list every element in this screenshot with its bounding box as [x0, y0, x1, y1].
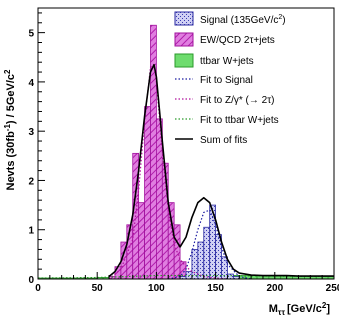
- y-axis-label: Nevts (30fb-1) / 5GeV/c2: [3, 69, 17, 191]
- fit-line-1: [108, 64, 228, 280]
- bar-series-1-bin-18: [144, 106, 151, 280]
- bar-series-1-bin-19: [150, 24, 157, 280]
- plot-frame: [38, 8, 334, 279]
- ticks-layer: 0 50 100 150 200 250 0 1 2 3 4 5: [28, 12, 339, 294]
- bar-series-0-bin-26: [191, 249, 199, 280]
- bar-series-0-bin-28: [203, 226, 211, 280]
- plot-border: [37, 7, 335, 280]
- fit-line-3: [108, 63, 334, 278]
- x-tick-label-3: 150: [207, 283, 224, 294]
- legend-swatch-ttbar: [174, 53, 194, 68]
- x-tick-label-4: 200: [266, 283, 283, 294]
- y-tick-label-5: 5: [28, 29, 34, 40]
- x-tick-label-2: 100: [148, 283, 165, 294]
- bar-series-1-bin-17: [138, 202, 145, 280]
- bar-series-0-bin-32: [227, 273, 234, 280]
- legend-swatch-ewqcd: [174, 32, 194, 47]
- legend-label-ttbar: ttbar W+jets: [200, 56, 254, 67]
- x-tick-label-5: 250: [326, 283, 339, 294]
- bar-series-1-bin-21: [161, 162, 169, 280]
- legend-label-fit-z: Fit to Z/γ* (→ 2τ): [200, 95, 275, 106]
- fit-line-2: [37, 274, 335, 279]
- y-tick-label-0: 0: [28, 275, 34, 286]
- legend-label-sum: Sum of fits: [200, 135, 247, 146]
- plot-area: 0 50 100 150 200 250 0 1 2 3 4 5: [28, 7, 339, 294]
- x-tick-label-0: 0: [35, 283, 41, 294]
- legend-label-fit-signal: Fit to Signal: [200, 75, 253, 86]
- y-tick-label-3: 3: [28, 127, 34, 138]
- legend-label-fit-ttbar: Fit to ttbar W+jets: [200, 115, 279, 126]
- legend-label-signal: Signal (135GeV/c2): [200, 14, 286, 26]
- fits-layer: [37, 63, 335, 280]
- y-tick-label-4: 4: [28, 78, 34, 89]
- fit-line-0: [168, 209, 252, 280]
- y-tick-label-2: 2: [28, 176, 34, 187]
- legend-label-ewqcd: EW/QCD 2τ+jets: [200, 35, 275, 46]
- bar-series-0-bin-27: [197, 241, 205, 280]
- y-tick-label-1: 1: [28, 226, 34, 237]
- legend: Signal (135GeV/c2) EW/QCD 2τ+jets ttbar …: [174, 11, 286, 146]
- x-axis-label: Mττ [GeV/c2]: [269, 301, 331, 317]
- bar-series-1-bin-20: [155, 118, 163, 280]
- x-tick-label-1: 50: [92, 283, 104, 294]
- legend-swatch-signal: [174, 11, 194, 26]
